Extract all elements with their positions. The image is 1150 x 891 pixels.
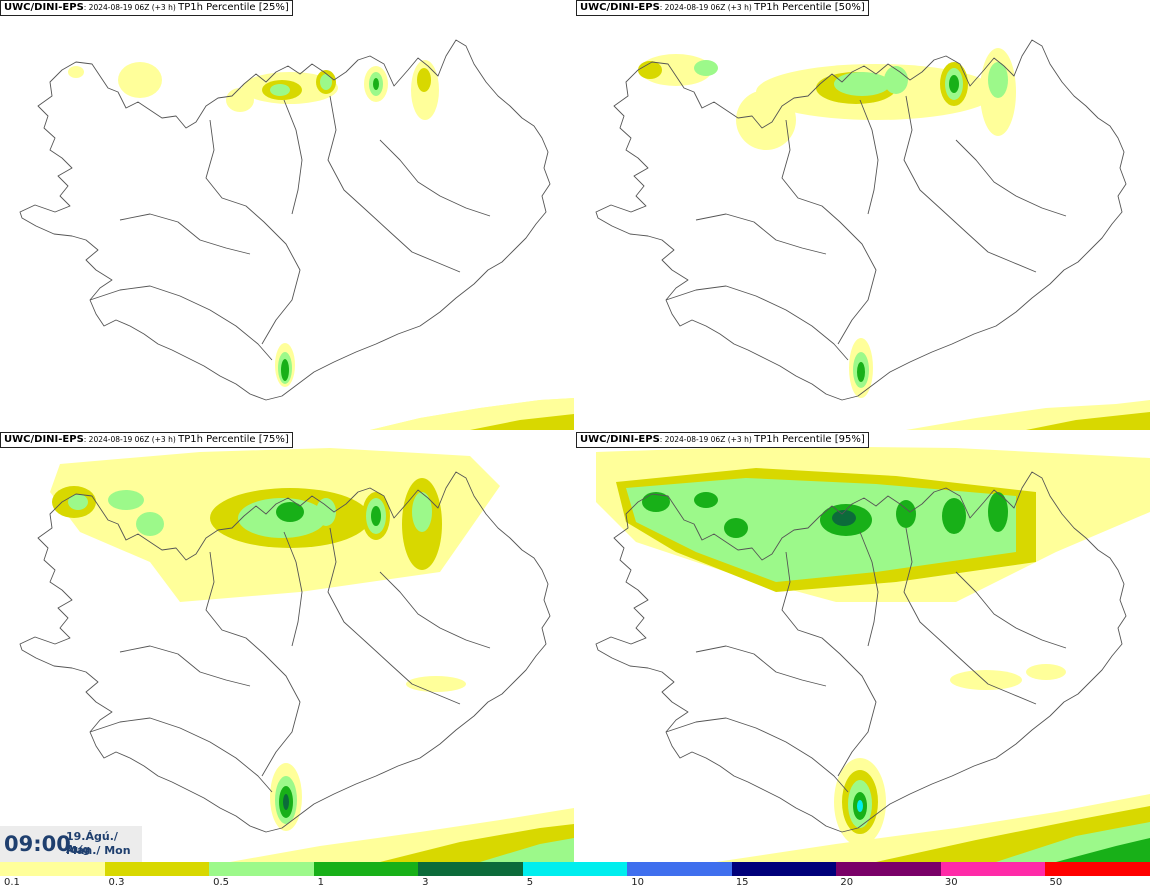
legend-swatch xyxy=(313,862,419,876)
map-panel-p95: UWC/DINI-EPS: 2024-08-19 06Z (+3 h) TP1h… xyxy=(576,432,1150,862)
legend-label: 10 xyxy=(631,877,644,888)
map-panel-p50: UWC/DINI-EPS: 2024-08-19 06Z (+3 h) TP1h… xyxy=(576,0,1150,430)
legend-color-bar xyxy=(0,862,1150,876)
precip-map xyxy=(19,39,574,430)
precip-map xyxy=(595,39,1150,430)
valid-time: 09:00 xyxy=(4,832,71,856)
legend-swatch xyxy=(104,862,210,876)
valid-time-box: 09:00 19.Ágú./ Aug Mán./ Mon xyxy=(0,826,142,862)
legend-swatch xyxy=(209,862,314,876)
color-legend: 0.1 0.3 0.5 1 3 5 10 15 20 30 50 xyxy=(0,862,1150,891)
legend-label: 50 xyxy=(1049,877,1063,888)
legend-swatch xyxy=(1045,862,1150,876)
legend-label: 30 xyxy=(944,877,958,888)
map-panel-p25: UWC/DINI-EPS: 2024-08-19 06Z (+3 h) TP1h… xyxy=(0,0,574,430)
panel-title: UWC/DINI-EPS: 2024-08-19 06Z (+3 h) TP1h… xyxy=(576,432,869,448)
legend-label: 5 xyxy=(526,877,534,888)
valid-date: 19.Ágú./ Aug xyxy=(66,830,118,856)
valid-day: Mán./ Mon xyxy=(66,844,131,857)
legend-labels: 0.1 0.3 0.5 1 3 5 10 15 20 30 50 xyxy=(0,876,1150,891)
legend-swatch xyxy=(627,862,732,876)
legend-swatch xyxy=(418,862,523,876)
precip-map xyxy=(595,446,1150,862)
legend-label: 0.5 xyxy=(213,877,229,888)
panel-title: UWC/DINI-EPS: 2024-08-19 06Z (+3 h) TP1h… xyxy=(0,0,293,16)
legend-label: 0.3 xyxy=(108,877,125,888)
legend-swatch xyxy=(836,862,941,876)
legend-label: 0.1 xyxy=(4,877,20,888)
legend-swatch xyxy=(731,862,837,876)
panel-title: UWC/DINI-EPS: 2024-08-19 06Z (+3 h) TP1h… xyxy=(576,0,869,16)
legend-label: 1 xyxy=(317,877,324,888)
panel-divider-horizontal xyxy=(0,430,1150,432)
precip-map xyxy=(19,448,574,862)
legend-swatch xyxy=(0,862,105,876)
legend-label: 20 xyxy=(840,877,854,888)
legend-label: 3 xyxy=(422,877,429,888)
panel-title: UWC/DINI-EPS: 2024-08-19 06Z (+3 h) TP1h… xyxy=(0,432,293,448)
legend-swatch xyxy=(940,862,1046,876)
map-panel-p75: UWC/DINI-EPS: 2024-08-19 06Z (+3 h) TP1h… xyxy=(0,432,574,862)
legend-label: 15 xyxy=(735,877,749,888)
legend-swatch xyxy=(522,862,628,876)
